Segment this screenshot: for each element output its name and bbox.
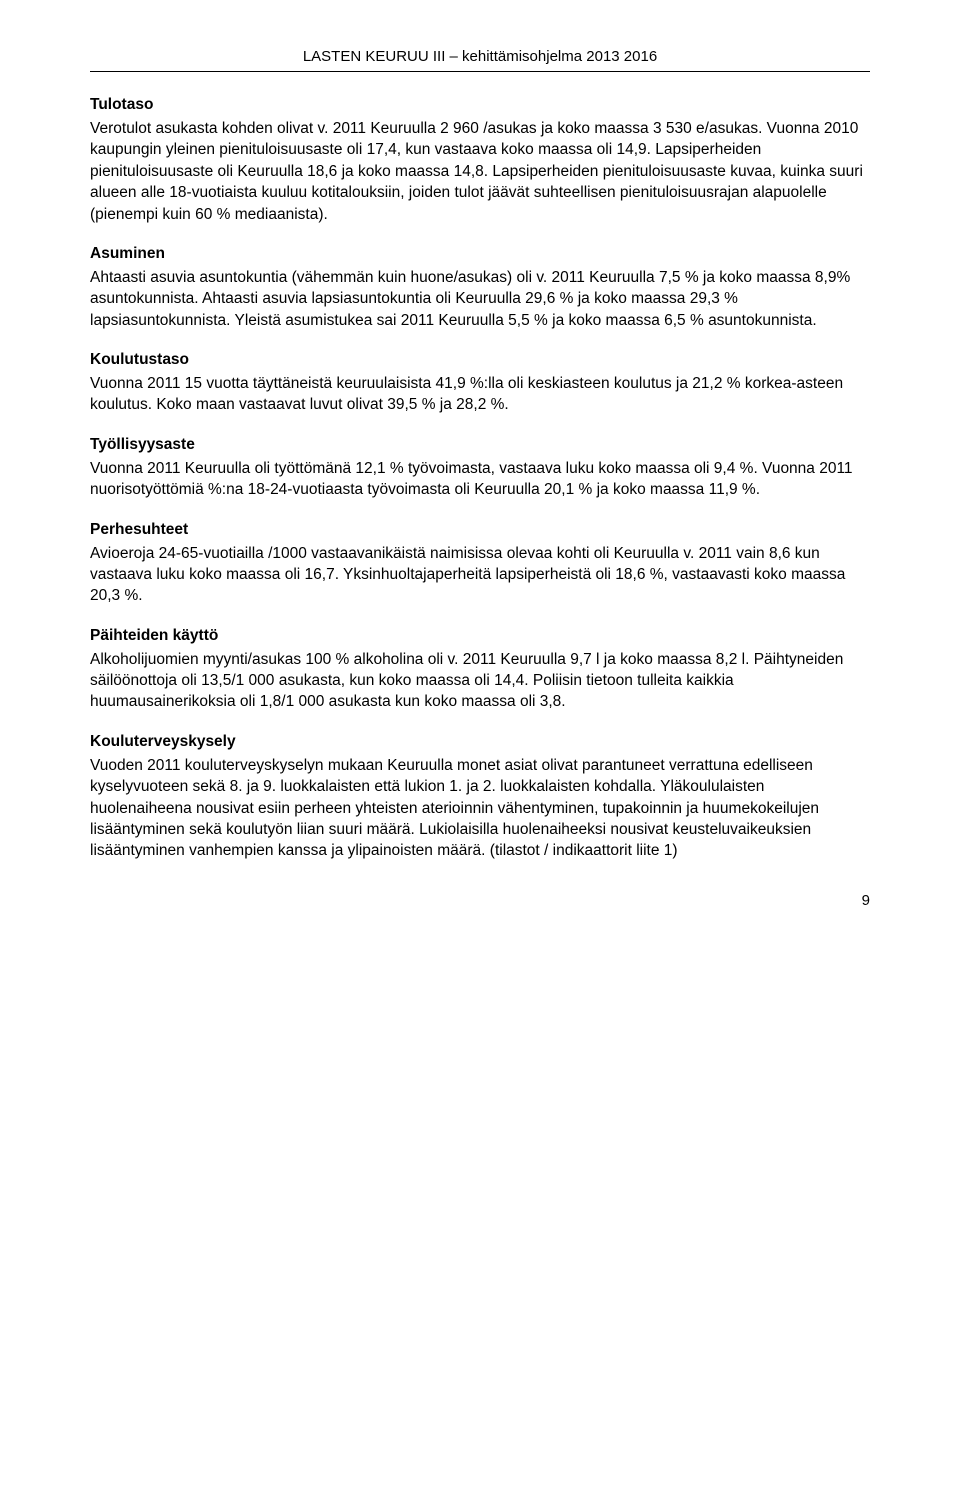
section-body-kouluterveyskysely: Vuoden 2011 kouluterveyskyselyn mukaan K…: [90, 755, 870, 862]
page-header: LASTEN KEURUU III – kehittämisohjelma 20…: [90, 48, 870, 65]
section-body-koulutustaso: Vuonna 2011 15 vuotta täyttäneistä keuru…: [90, 373, 870, 416]
section-body-paihteiden-kaytto: Alkoholijuomien myynti/asukas 100 % alko…: [90, 649, 870, 713]
section-title-kouluterveyskysely: Kouluterveyskysely: [90, 733, 870, 751]
header-divider: [90, 71, 870, 72]
section-body-tulotaso: Verotulot asukasta kohden olivat v. 2011…: [90, 118, 870, 225]
section-title-tulotaso: Tulotaso: [90, 96, 870, 114]
section-body-asuminen: Ahtaasti asuvia asuntokuntia (vähemmän k…: [90, 267, 870, 331]
section-title-tyollisyysaste: Työllisyysaste: [90, 436, 870, 454]
page-number: 9: [90, 892, 870, 909]
section-title-koulutustaso: Koulutustaso: [90, 351, 870, 369]
section-body-perhesuhteet: Avioeroja 24-65-vuotiailla /1000 vastaav…: [90, 543, 870, 607]
document-page: LASTEN KEURUU III – kehittämisohjelma 20…: [0, 0, 960, 949]
section-title-perhesuhteet: Perhesuhteet: [90, 521, 870, 539]
section-title-paihteiden-kaytto: Päihteiden käyttö: [90, 627, 870, 645]
section-title-asuminen: Asuminen: [90, 245, 870, 263]
section-body-tyollisyysaste: Vuonna 2011 Keuruulla oli työttömänä 12,…: [90, 458, 870, 501]
